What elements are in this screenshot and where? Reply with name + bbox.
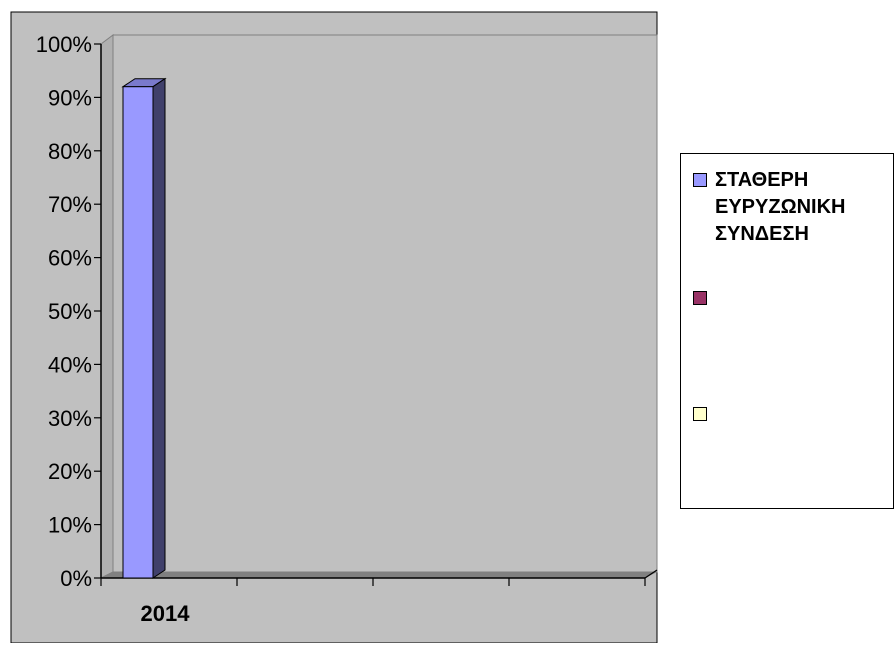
legend-item: ΣΤΑΘΕΡΗ ΕΥΡΥΖΩΝΙΚΗ ΣΥΝΔΕΣΗ	[693, 167, 885, 248]
legend-label: ΣΤΑΘΕΡΗ ΕΥΡΥΖΩΝΙΚΗ ΣΥΝΔΕΣΗ	[715, 169, 846, 245]
legend-swatch	[693, 291, 707, 305]
y-tick-label: 40%	[48, 352, 92, 377]
bar-side-face	[152, 77, 166, 579]
x-tick-label: 2014	[141, 601, 191, 626]
y-tick-label: 60%	[48, 246, 92, 271]
plot-side-wall	[100, 34, 114, 579]
legend: ΣΤΑΘΕΡΗ ΕΥΡΥΖΩΝΙΚΗ ΣΥΝΔΕΣΗ	[680, 153, 894, 509]
plot-floor	[101, 572, 657, 578]
legend-swatch	[693, 173, 707, 187]
bar-front-face	[122, 86, 154, 579]
x-axis-depth-line	[644, 569, 658, 579]
bars	[121, 77, 167, 579]
legend-swatch	[693, 407, 707, 421]
bar	[121, 77, 167, 579]
y-axis: 0% 10% 20% 30% 40% 50% 60% 70% 80% 90% 100%	[36, 32, 102, 591]
y-tick-label: 100%	[36, 32, 92, 57]
y-tick-label: 30%	[48, 406, 92, 431]
y-tick-label: 70%	[48, 192, 92, 217]
y-tick-label: 50%	[48, 299, 92, 324]
legend-item	[693, 401, 885, 421]
x-axis: 2014	[100, 569, 658, 626]
y-tick-label: 10%	[48, 513, 92, 538]
y-tick-label: 80%	[48, 139, 92, 164]
plot-back-wall	[112, 34, 658, 573]
y-tick-label: 0%	[60, 566, 92, 591]
y-tick-label: 90%	[48, 85, 92, 110]
legend-item	[693, 285, 885, 305]
y-tick-label: 20%	[48, 459, 92, 484]
